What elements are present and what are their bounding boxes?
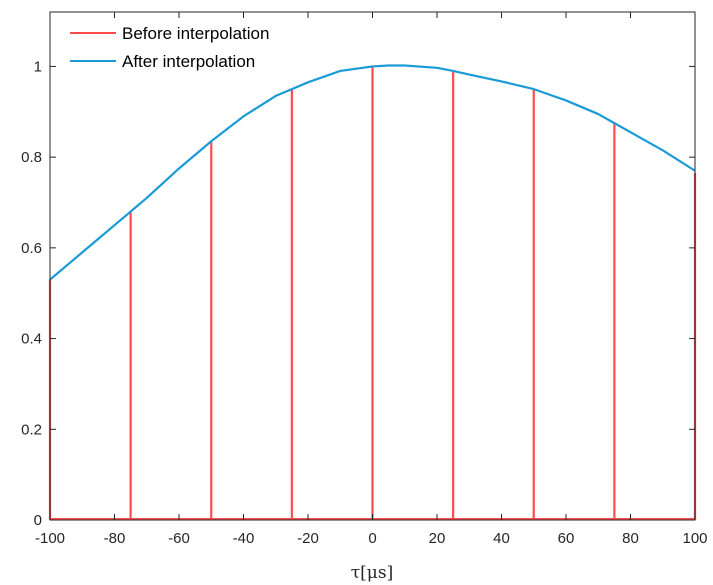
y-tick-label: 0.4: [21, 331, 42, 348]
y-tick-label: 0.6: [21, 240, 42, 257]
x-tick-label: 40: [493, 530, 510, 547]
x-tick-label: 0: [368, 530, 376, 547]
x-tick-label: 100: [682, 530, 707, 547]
legend: Before interpolation After interpolation: [70, 24, 269, 71]
legend-label-after: After interpolation: [122, 52, 255, 71]
y-tick-label: 0: [34, 512, 42, 529]
x-tick-label: 60: [558, 530, 575, 547]
y-tick-label: 1: [34, 58, 42, 75]
x-tick-label: -100: [35, 530, 65, 547]
x-tick-label: -80: [104, 530, 126, 547]
y-tick-label: 0.8: [21, 149, 42, 166]
x-tick-label: -40: [233, 530, 255, 547]
legend-label-before: Before interpolation: [122, 24, 269, 43]
x-tick-label: -20: [297, 530, 319, 547]
x-tick-label: -60: [168, 530, 190, 547]
x-axis-label: τ[μs]: [351, 563, 393, 583]
interpolated-curve: [49, 64, 696, 281]
x-axis: -100 -80 -60 -40 -20 0 20 40 60 80 100: [35, 12, 708, 547]
x-tick-label: 80: [622, 530, 639, 547]
y-tick-label: 0.2: [21, 421, 42, 438]
line-series: [49, 64, 696, 281]
x-tick-label: 20: [429, 530, 446, 547]
y-axis: 0 0.2 0.4 0.6 0.8 1: [21, 58, 695, 529]
